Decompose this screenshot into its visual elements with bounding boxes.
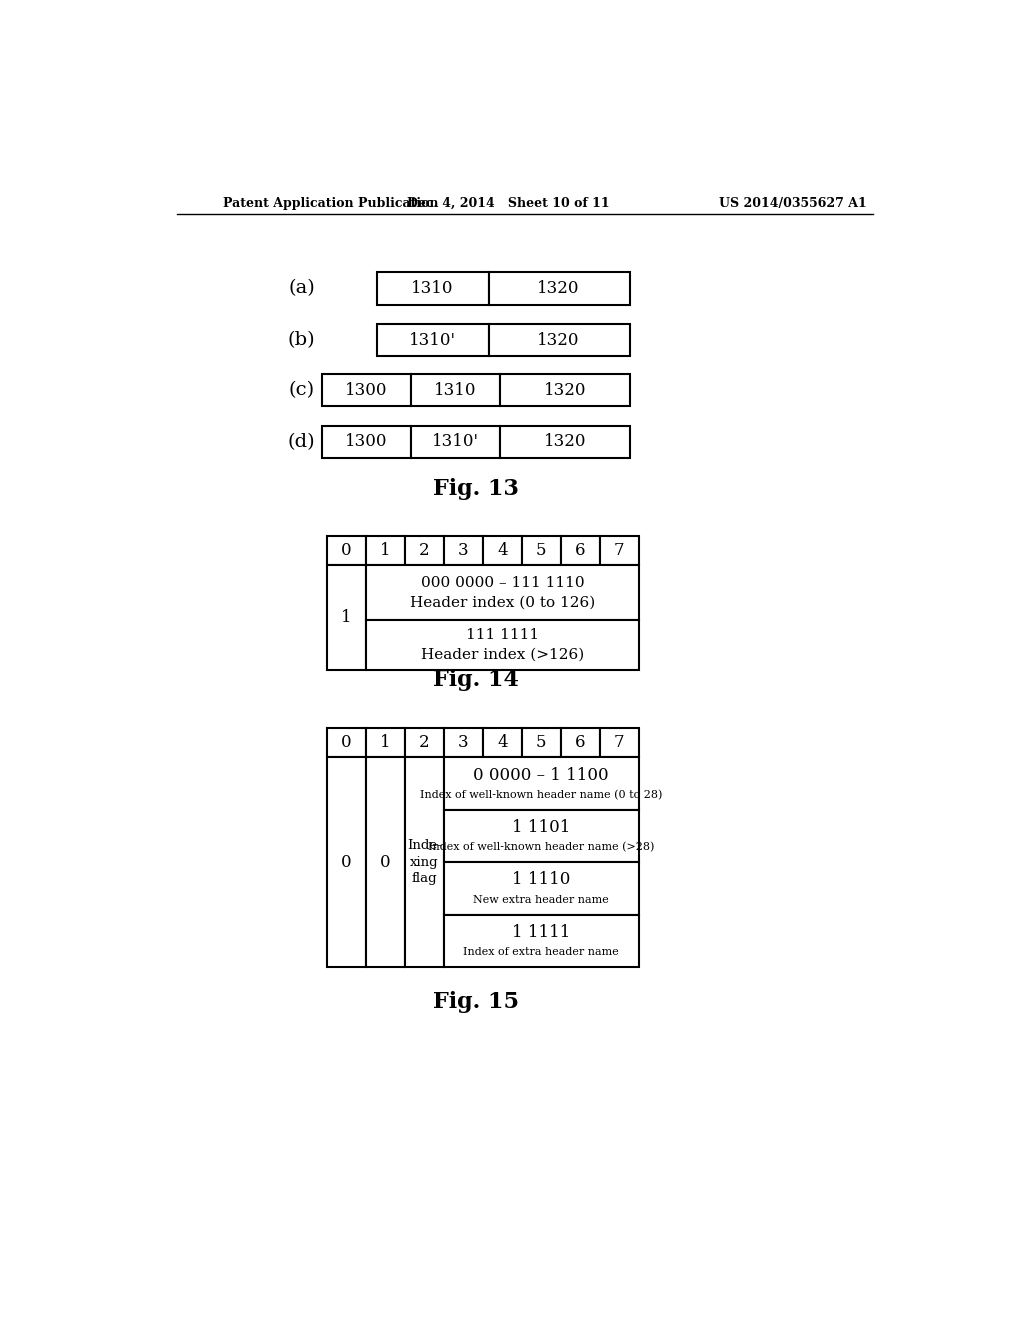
Text: Index of well-known header name (0 to 28): Index of well-known header name (0 to 28… [420,789,663,800]
Text: 2: 2 [419,734,430,751]
Text: 0 0000 – 1 1100: 0 0000 – 1 1100 [473,767,609,784]
Text: 1 1101: 1 1101 [512,820,570,836]
Text: 1320: 1320 [544,381,586,399]
Text: 5: 5 [536,541,547,558]
Bar [500,374,630,407]
Text: 0: 0 [341,854,351,871]
Text: Index of well-known header name (>28): Index of well-known header name (>28) [428,842,654,853]
Text: 4: 4 [497,541,508,558]
Text: Dec. 4, 2014   Sheet 10 of 11: Dec. 4, 2014 Sheet 10 of 11 [407,197,609,210]
Bar [411,374,500,407]
Text: 000 0000 – 111 1110
Header index (0 to 126): 000 0000 – 111 1110 Header index (0 to 1… [410,576,595,610]
Text: 1 1110: 1 1110 [512,871,570,888]
Bar [366,536,404,565]
Bar [327,729,366,758]
Text: 1320: 1320 [538,331,580,348]
Text: 1310: 1310 [434,381,477,399]
Text: US 2014/0355627 A1: US 2014/0355627 A1 [719,197,866,210]
Bar [561,729,600,758]
Bar [483,536,522,565]
Text: Patent Application Publication: Patent Application Publication [223,197,438,210]
Bar [322,425,411,458]
Bar [327,536,366,565]
Text: 6: 6 [575,541,586,558]
Text: New extra header name: New extra header name [473,895,609,906]
Text: 2: 2 [419,541,430,558]
Bar [322,374,411,407]
Text: 1: 1 [380,734,391,751]
Text: 4: 4 [497,734,508,751]
Bar [488,323,630,356]
Bar [500,425,630,458]
Bar [443,810,639,862]
Text: 7: 7 [614,541,625,558]
Text: 1310: 1310 [412,280,454,297]
Text: 1: 1 [341,609,351,626]
Text: 3: 3 [458,541,469,558]
Text: 3: 3 [458,734,469,751]
Bar [561,536,600,565]
Bar [377,272,488,305]
Bar [443,729,483,758]
Text: 0: 0 [380,854,391,871]
Bar [366,620,639,669]
Text: 0: 0 [341,541,351,558]
Text: 1300: 1300 [345,381,387,399]
Bar [404,729,443,758]
Text: (a): (a) [288,280,314,297]
Text: 1320: 1320 [544,433,586,450]
Bar [411,425,500,458]
Bar [404,758,443,966]
Bar [443,862,639,915]
Text: 1: 1 [380,541,391,558]
Bar [600,729,639,758]
Bar [600,536,639,565]
Bar [443,536,483,565]
Bar [366,729,404,758]
Bar [366,758,404,966]
Bar [327,565,366,669]
Bar [443,758,639,810]
Bar [488,272,630,305]
Text: 6: 6 [575,734,586,751]
Text: 1310': 1310' [409,331,456,348]
Text: 7: 7 [614,734,625,751]
Text: 111 1111
Header index (>126): 111 1111 Header index (>126) [421,628,584,661]
Text: (c): (c) [289,381,314,399]
Bar [522,536,561,565]
Text: (b): (b) [288,331,315,348]
Text: Inde-
xing
flag: Inde- xing flag [407,840,441,886]
Text: (d): (d) [288,433,315,450]
Bar [366,565,639,620]
Bar [483,729,522,758]
Text: Fig. 14: Fig. 14 [432,669,518,692]
Text: 1300: 1300 [345,433,387,450]
Bar [404,536,443,565]
Text: Index of extra header name: Index of extra header name [464,948,620,957]
Text: 1 1111: 1 1111 [512,924,570,941]
Text: Fig. 15: Fig. 15 [432,990,518,1012]
Text: 5: 5 [536,734,547,751]
Bar [443,915,639,966]
Bar [327,758,366,966]
Bar [377,323,488,356]
Text: Fig. 13: Fig. 13 [432,479,518,500]
Text: 1320: 1320 [538,280,580,297]
Text: 1310': 1310' [432,433,479,450]
Bar [522,729,561,758]
Text: 0: 0 [341,734,351,751]
